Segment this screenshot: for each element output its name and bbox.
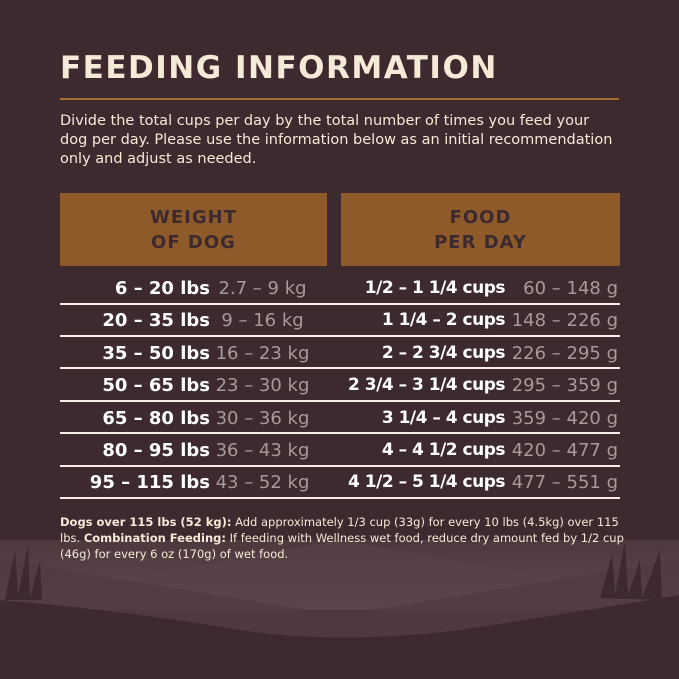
food-column-header: FOOD PER DAY (341, 193, 620, 266)
note-heading: Combination Feeding: (83, 531, 226, 545)
table-row: 95 – 115 lbs 43 – 52 kg 4 1/2 – 5 1/4 cups… (60, 466, 620, 499)
landscape-background (0, 540, 679, 679)
cell-g: 477 – 551 g (511, 472, 618, 494)
note-text: Add approximately 1/3 cup (33g) for ever… (60, 515, 619, 545)
cell-lbs: 6 – 20 lbs (114, 278, 210, 299)
cell-kg: 43 – 52 kg (215, 472, 310, 494)
table-row: 20 – 35 lbs 9 – 16 kg 1 1/4 – 2 cups 148 – … (60, 304, 620, 337)
table-row: 50 – 65 lbs 23 – 30 kg 2 3/4 – 3 1/4 cups 2… (60, 369, 620, 402)
table-row: 80 – 95 lbs 36 – 43 kg 4 – 4 1/2 cups 420 –… (60, 434, 620, 467)
cell-cups: 1/2 – 1 1/4 cups (364, 278, 506, 298)
title-divider (60, 98, 619, 100)
cell-lbs: 95 – 115 lbs (89, 472, 210, 494)
cell-kg: 30 – 36 kg (215, 407, 310, 429)
header-line: WEIGHT (150, 206, 237, 228)
cell-lbs: 65 – 80 lbs (102, 407, 210, 429)
header-line: FOOD (449, 206, 512, 228)
cell-kg: 16 – 23 kg (215, 342, 310, 364)
table-row: 35 – 50 lbs 16 – 23 kg 2 – 2 3/4 cups 226 –… (60, 337, 620, 370)
note-heading: Dogs over 115 lbs (52 kg): (60, 515, 232, 529)
cell-kg: 2.7 – 9 kg (218, 278, 307, 299)
footnote: Dogs over 115 lbs (52 kg): Add approxima… (60, 514, 630, 562)
cell-kg: 23 – 30 kg (215, 375, 310, 397)
cell-g: 359 – 420 g (511, 407, 618, 429)
cell-cups: 3 1/4 – 4 cups (381, 407, 506, 428)
cell-lbs: 80 – 95 lbs (102, 440, 210, 461)
table-row: 6 – 20 lbs 2.7 – 9 kg 1/2 – 1 1/4 cups 60 –… (60, 272, 620, 305)
header-line: OF DOG (151, 231, 236, 253)
cell-kg: 36 – 43 kg (215, 440, 310, 461)
table-row: 65 – 80 lbs 30 – 36 kg 3 1/4 – 4 cups 359 –… (60, 402, 620, 435)
cell-g: 226 – 295 g (511, 342, 618, 364)
cell-g: 60 – 148 g (523, 278, 618, 299)
cell-lbs: 35 – 50 lbs (102, 342, 210, 364)
cell-kg: 9 – 16 kg (221, 310, 304, 332)
cell-g: 295 – 359 g (511, 375, 618, 397)
header-line: PER DAY (434, 231, 527, 253)
intro-text: Divide the total cups per day by the tot… (60, 113, 613, 167)
note-text: If feeding with Wellness wet food, reduc… (60, 531, 624, 561)
page-title: FEEDING INFORMATION (60, 50, 498, 86)
cell-lbs: 20 – 35 lbs (102, 310, 210, 332)
cell-cups: 1 1/4 – 2 cups (381, 310, 506, 331)
cell-cups: 4 1/2 – 5 1/4 cups (348, 472, 505, 493)
cell-g: 148 – 226 g (511, 310, 618, 332)
cell-cups: 2 3/4 – 3 1/4 cups (348, 375, 505, 396)
cell-cups: 4 – 4 1/2 cups (381, 440, 506, 460)
cell-g: 420 – 477 g (511, 440, 618, 461)
weight-column-header: WEIGHT OF DOG (60, 193, 327, 266)
cell-lbs: 50 – 65 lbs (102, 375, 210, 397)
cell-cups: 2 – 2 3/4 cups (381, 342, 506, 363)
